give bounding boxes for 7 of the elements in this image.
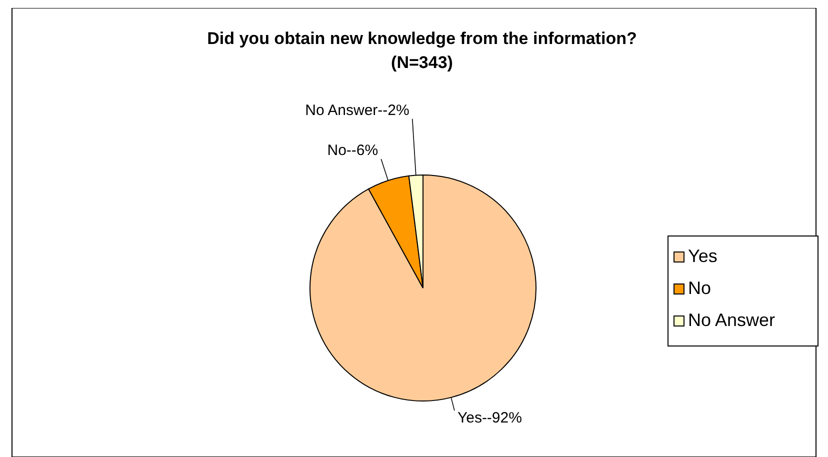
data-label: Yes--92% xyxy=(457,410,522,427)
legend-label: No Answer xyxy=(688,310,776,330)
legend-label: Yes xyxy=(688,246,718,266)
chart-title: Did you obtain new knowledge from the information? (N=343) xyxy=(207,29,637,72)
data-label: No Answer--2% xyxy=(305,102,410,119)
legend-label: No xyxy=(688,278,712,298)
data-label: No--6% xyxy=(327,142,378,160)
